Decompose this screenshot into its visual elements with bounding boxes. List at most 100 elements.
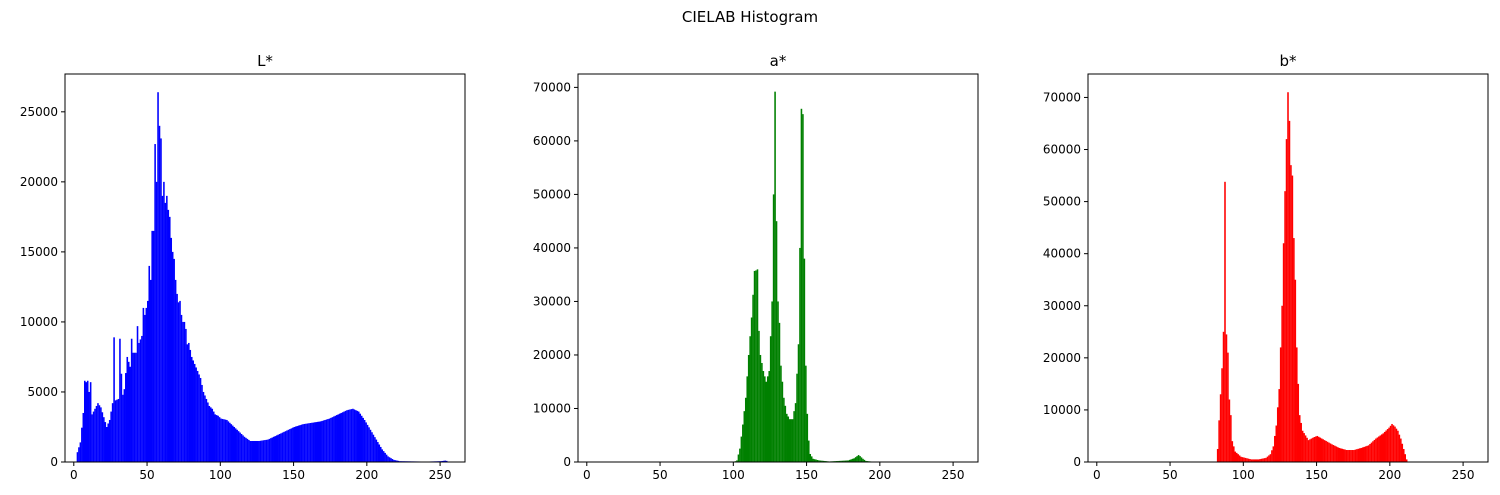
histogram-bar <box>1366 445 1368 462</box>
histogram-bar <box>1216 448 1219 462</box>
histogram-bar <box>305 423 307 462</box>
histogram-bar <box>363 419 366 462</box>
histogram-bar <box>1231 441 1234 462</box>
histogram-bar <box>1317 436 1320 462</box>
histogram-bar <box>1297 383 1300 462</box>
histogram-bar <box>341 412 344 462</box>
histogram-bar <box>223 419 225 462</box>
histogram-bar <box>1271 450 1273 462</box>
histogram-bar <box>1300 422 1302 462</box>
histogram-bar <box>1218 420 1220 462</box>
histogram-bar <box>157 92 159 463</box>
histogram-bar <box>1357 448 1360 462</box>
histogram-bar <box>759 354 762 462</box>
histogram-bar <box>856 456 858 462</box>
histogram-bar <box>784 405 787 462</box>
chart-panel-3: 0 50 100 150 200 250 0 10000 20000 30000 40000 5000… <box>1043 52 1489 482</box>
histogram-bar <box>211 408 214 462</box>
histogram-bar <box>1252 459 1254 462</box>
histogram-bar <box>762 371 765 462</box>
histogram-bar <box>787 416 790 462</box>
histogram-bar <box>142 307 145 462</box>
x-tick-label: 50 <box>652 468 667 482</box>
histogram-bar <box>849 459 851 462</box>
histogram-bar <box>1260 458 1263 462</box>
histogram-bar <box>1382 433 1385 462</box>
histogram-bar <box>391 459 394 462</box>
histogram-bar <box>851 458 854 462</box>
histogram-bar <box>793 411 795 462</box>
y-tick-label: 50000 <box>533 187 571 201</box>
histogram-bar <box>445 460 448 462</box>
histogram-bar <box>777 301 779 462</box>
histogram-bar <box>268 438 271 462</box>
histogram-bar <box>344 410 347 462</box>
x-tick-label: 100 <box>209 468 232 482</box>
histogram-bar <box>126 356 129 462</box>
x-tick-label: 100 <box>722 468 745 482</box>
histogram-bar <box>1221 368 1223 462</box>
histogram-bar <box>1233 446 1235 462</box>
histogram-bar <box>114 400 117 462</box>
histogram-bar <box>120 373 123 462</box>
histogram-bar <box>267 439 269 462</box>
chart-title: L* <box>257 52 273 70</box>
histogram-bar <box>1235 452 1238 462</box>
x-tick-label: 250 <box>429 468 452 482</box>
histogram-bar <box>328 418 331 462</box>
histogram-bar <box>362 417 364 462</box>
histogram-bar <box>1316 435 1319 462</box>
histogram-bar <box>1383 431 1386 462</box>
histogram-bar <box>740 436 743 462</box>
histogram-bar <box>333 416 335 462</box>
histogram-bar <box>155 181 158 463</box>
histogram-bar <box>224 419 227 462</box>
histogram-bar <box>214 414 216 462</box>
chart-title: a* <box>770 52 787 70</box>
histogram-bar <box>859 456 861 462</box>
y-tick-label: 60000 <box>1043 143 1081 157</box>
histogram-bar <box>218 417 221 462</box>
histogram-bar <box>384 452 386 462</box>
histogram-bar <box>1404 454 1406 462</box>
histogram-bar <box>1307 440 1310 462</box>
histogram-bar <box>210 407 212 462</box>
histogram-bar <box>255 440 257 462</box>
histogram-bar <box>91 414 93 462</box>
histogram-bar <box>356 410 359 462</box>
histogram-bar <box>1282 243 1285 462</box>
histogram-bar <box>1222 331 1225 462</box>
histogram-bar <box>1268 455 1270 462</box>
histogram-bar <box>196 370 199 462</box>
histogram-bar <box>1391 423 1393 462</box>
histogram-bar <box>248 439 250 462</box>
histogram-bar <box>794 403 797 462</box>
histogram-bar <box>378 444 381 462</box>
histogram-bar <box>1397 430 1399 462</box>
histogram-bar <box>736 460 738 462</box>
histogram-bar <box>1334 445 1336 462</box>
histogram-bar <box>170 237 173 462</box>
histogram-bar <box>1376 437 1379 462</box>
histogram-bar <box>202 391 205 462</box>
histogram-bar <box>775 221 778 462</box>
histogram-bar <box>843 460 845 462</box>
histogram-bar <box>355 410 357 462</box>
histogram-bar <box>1369 443 1371 462</box>
histogram-bar <box>862 458 864 462</box>
histogram-bar <box>1250 459 1253 462</box>
histogram-bar <box>846 460 848 462</box>
histogram-bar <box>79 442 82 462</box>
histogram-bar <box>261 440 263 462</box>
histogram-bar <box>311 422 313 462</box>
histogram-bar <box>1401 443 1404 462</box>
histogram-bar <box>360 415 363 462</box>
histogram-bar <box>262 440 265 462</box>
histogram-bar <box>863 459 866 462</box>
histogram-bar <box>349 409 351 462</box>
histogram-bar <box>95 405 98 462</box>
y-tick-label: 70000 <box>1043 90 1081 104</box>
histogram-bar <box>253 440 256 462</box>
